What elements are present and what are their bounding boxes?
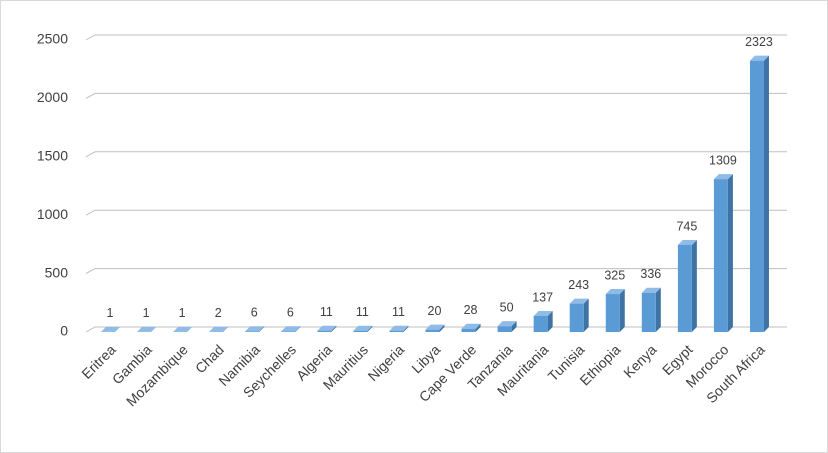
bar-side [295,326,301,332]
y-tick-label: 0 [60,323,68,339]
bar [677,244,692,332]
grid-line [85,268,787,275]
y-tick-label: 500 [45,264,69,280]
data-label: 243 [568,278,589,292]
data-label: 20 [428,304,442,318]
bar-top [497,321,517,327]
bar-top [677,239,697,245]
data-label: 137 [532,290,553,304]
bar-top [245,326,265,332]
y-tick-label: 1000 [37,206,68,222]
bar-side [655,287,661,332]
bar-top [641,287,661,293]
bar-side [187,326,193,332]
data-label: 1 [107,306,114,320]
bar-top [425,324,445,330]
data-label: 11 [356,305,369,319]
bar-top [569,298,589,304]
bar [641,292,656,332]
bar-side [475,323,481,332]
bar-side [403,325,409,332]
bar-side [691,239,697,332]
bar [533,315,548,332]
data-label: 11 [392,305,405,319]
grid-line [85,34,787,41]
bar-side [583,298,589,332]
bar [389,330,404,332]
grid-line [85,209,787,216]
bar [605,294,620,332]
data-label: 325 [604,268,625,282]
bar-top [209,326,229,332]
bar-top [461,323,481,329]
bar-top [353,325,373,331]
bar-side [259,326,265,332]
bar-top [281,326,301,332]
y-tick-label: 2000 [37,89,68,105]
data-label: 745 [676,219,697,233]
bar [569,303,584,332]
bar [713,179,728,332]
bar-side [151,326,157,332]
bar-side [115,326,121,332]
data-label: 1 [179,306,186,320]
bar [461,328,476,332]
bar [245,331,260,332]
y-tick-label: 2500 [37,31,68,47]
bar-side [439,324,445,332]
bar-side [511,321,517,332]
data-label: 1 [143,306,150,320]
grid-line [85,326,787,333]
bar [353,330,368,332]
data-label: 50 [500,300,514,314]
bar-side [367,325,373,332]
bar-top [137,326,157,332]
y-tick-label: 1500 [37,148,68,164]
bar-side [547,310,553,332]
data-label: 6 [287,306,294,320]
bar-top [749,55,769,61]
data-label: 2 [215,306,222,320]
data-label: 2323 [745,35,773,49]
bar-side [763,55,769,333]
bar-side [619,289,625,332]
bar-top [389,325,409,331]
bar-top [605,289,625,295]
bar-side [727,174,733,332]
data-label: 28 [464,303,478,317]
bar-top [713,174,733,180]
bar-side [331,325,337,332]
bar-top [533,310,553,316]
bar [749,60,764,333]
bar [281,331,296,332]
bar-top [173,326,193,332]
data-label: 336 [640,267,661,281]
grid-line [85,151,787,158]
bar-top [101,326,121,332]
data-label: 6 [251,306,258,320]
bar [317,330,332,332]
data-label: 11 [320,305,333,319]
data-label: 1309 [709,153,737,167]
bar-side [223,326,229,332]
bar [425,329,440,332]
grid-line [85,92,787,99]
bar-top [317,325,337,331]
bar [497,326,512,332]
